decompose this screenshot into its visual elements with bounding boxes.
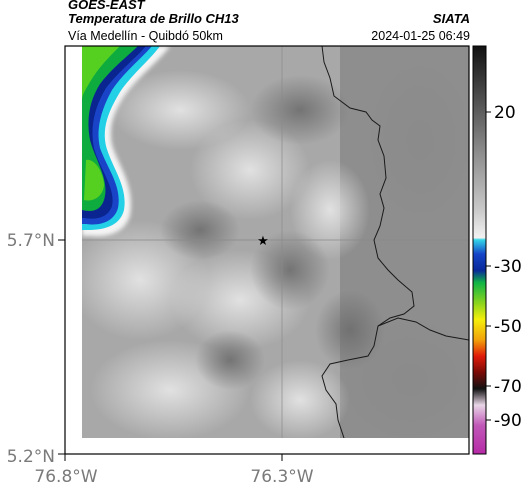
border-line bbox=[321, 46, 415, 438]
satellite-image bbox=[82, 46, 469, 438]
colorbar-tick-label: -70 bbox=[494, 377, 522, 397]
lon-tick-label: 76.3°W bbox=[250, 467, 313, 487]
lon-tick-label: 76.8°W bbox=[34, 467, 97, 487]
satellite-name: GOES-EAST bbox=[68, 0, 145, 12]
colorbar-tick-label: 20 bbox=[494, 103, 516, 123]
plot-border bbox=[64, 45, 470, 455]
agency-label: SIATA bbox=[432, 11, 470, 26]
product-title: Temperatura de Brillo CH13 bbox=[68, 11, 239, 26]
lat-tick-label: 5.7°N bbox=[7, 231, 55, 251]
colorbar-tick-label: -50 bbox=[494, 317, 522, 337]
route-label: Vía Medellín - Quibdó 50km bbox=[68, 29, 223, 43]
colorbar bbox=[472, 45, 487, 455]
colorbar-tick-label: -90 bbox=[494, 411, 522, 431]
lat-tick-label: 5.2°N bbox=[7, 447, 55, 467]
route-point-star-icon: ★ bbox=[257, 234, 269, 249]
timestamp-label: 2024-01-25 06:49 bbox=[371, 29, 470, 43]
colorbar-tick-label: -30 bbox=[494, 257, 522, 277]
border-line-east bbox=[377, 317, 469, 341]
